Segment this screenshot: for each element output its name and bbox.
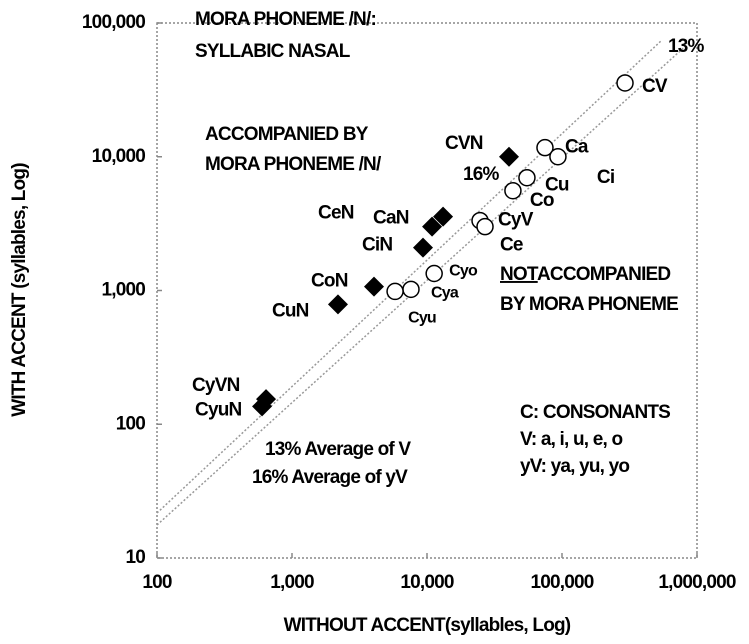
point-label: Ce — [500, 235, 523, 256]
point — [412, 237, 433, 258]
annotation: NOT — [500, 264, 539, 285]
point-label: Cu — [545, 175, 569, 196]
point-label: Cyo — [449, 263, 478, 280]
annotation: V: a, i, u, e, o — [520, 429, 622, 450]
annotation: MORA PHONEME /N/: — [195, 9, 376, 30]
annotation: yV: ya, yu, yo — [520, 456, 629, 477]
point — [425, 264, 443, 283]
point-label: CV — [642, 76, 668, 97]
point-label: CVN — [445, 133, 483, 154]
x-tick-label: 100,000 — [530, 572, 593, 593]
point-label: Co — [530, 190, 554, 211]
y-tick-label: 10 — [125, 547, 145, 568]
reference-line — [156, 39, 663, 514]
point — [518, 168, 536, 187]
point — [549, 148, 567, 166]
point-label: Ci — [597, 167, 614, 188]
annotation: MORA PHONEME /N/ — [205, 154, 382, 175]
y-tick-label: 100 — [116, 413, 146, 434]
point — [476, 217, 494, 236]
x-tick-label: 1,000 — [270, 572, 314, 593]
annotation: ACCOMPANIED — [537, 264, 670, 285]
annotation: 16% Average of yV — [252, 467, 408, 488]
annotation: 13% — [668, 36, 705, 57]
point — [422, 216, 443, 237]
point-label: CoN — [311, 271, 348, 292]
y-tick-label: 100,000 — [82, 12, 145, 33]
point-label: CeN — [318, 203, 354, 224]
annotation: 13% Average of V — [265, 439, 411, 460]
point-label: CyV — [498, 210, 534, 231]
x-axis-label: WITHOUT ACCENT(syllables, Log) — [284, 615, 571, 636]
point — [616, 74, 634, 92]
point — [364, 276, 385, 297]
plot-frame — [156, 22, 698, 559]
annotation: 16% — [463, 164, 500, 185]
x-tick-label: 1,000,000 — [658, 572, 736, 593]
y-tick-label: 10,000 — [92, 146, 146, 167]
annotation: BY MORA PHONEME — [500, 294, 678, 315]
point-label: Cyu — [408, 310, 436, 327]
point-label: CyVN — [192, 375, 240, 396]
y-tick-label: 1,000 — [101, 280, 145, 301]
annotation: ACCOMPANIED BY — [205, 124, 369, 145]
point-label: CiN — [362, 235, 392, 256]
point — [536, 138, 554, 157]
point — [386, 282, 404, 301]
point — [499, 146, 520, 167]
point — [433, 206, 454, 227]
point-label: Ca — [565, 137, 589, 158]
point-label: CaN — [373, 208, 409, 229]
point — [402, 280, 420, 299]
annotation: C: CONSONANTS — [520, 402, 670, 423]
annotation: SYLLABIC NASAL — [195, 41, 351, 62]
point-label: Cya — [431, 285, 459, 302]
point — [252, 396, 273, 417]
x-tick-label: 100 — [142, 572, 172, 593]
point — [327, 294, 348, 315]
point — [504, 181, 522, 200]
y-axis-label: WITH ACCENT (syllables, Log) — [9, 163, 30, 417]
x-tick-label: 10,000 — [400, 572, 454, 593]
point-label: CuN — [272, 300, 309, 321]
point-label: CyuN — [195, 399, 241, 420]
